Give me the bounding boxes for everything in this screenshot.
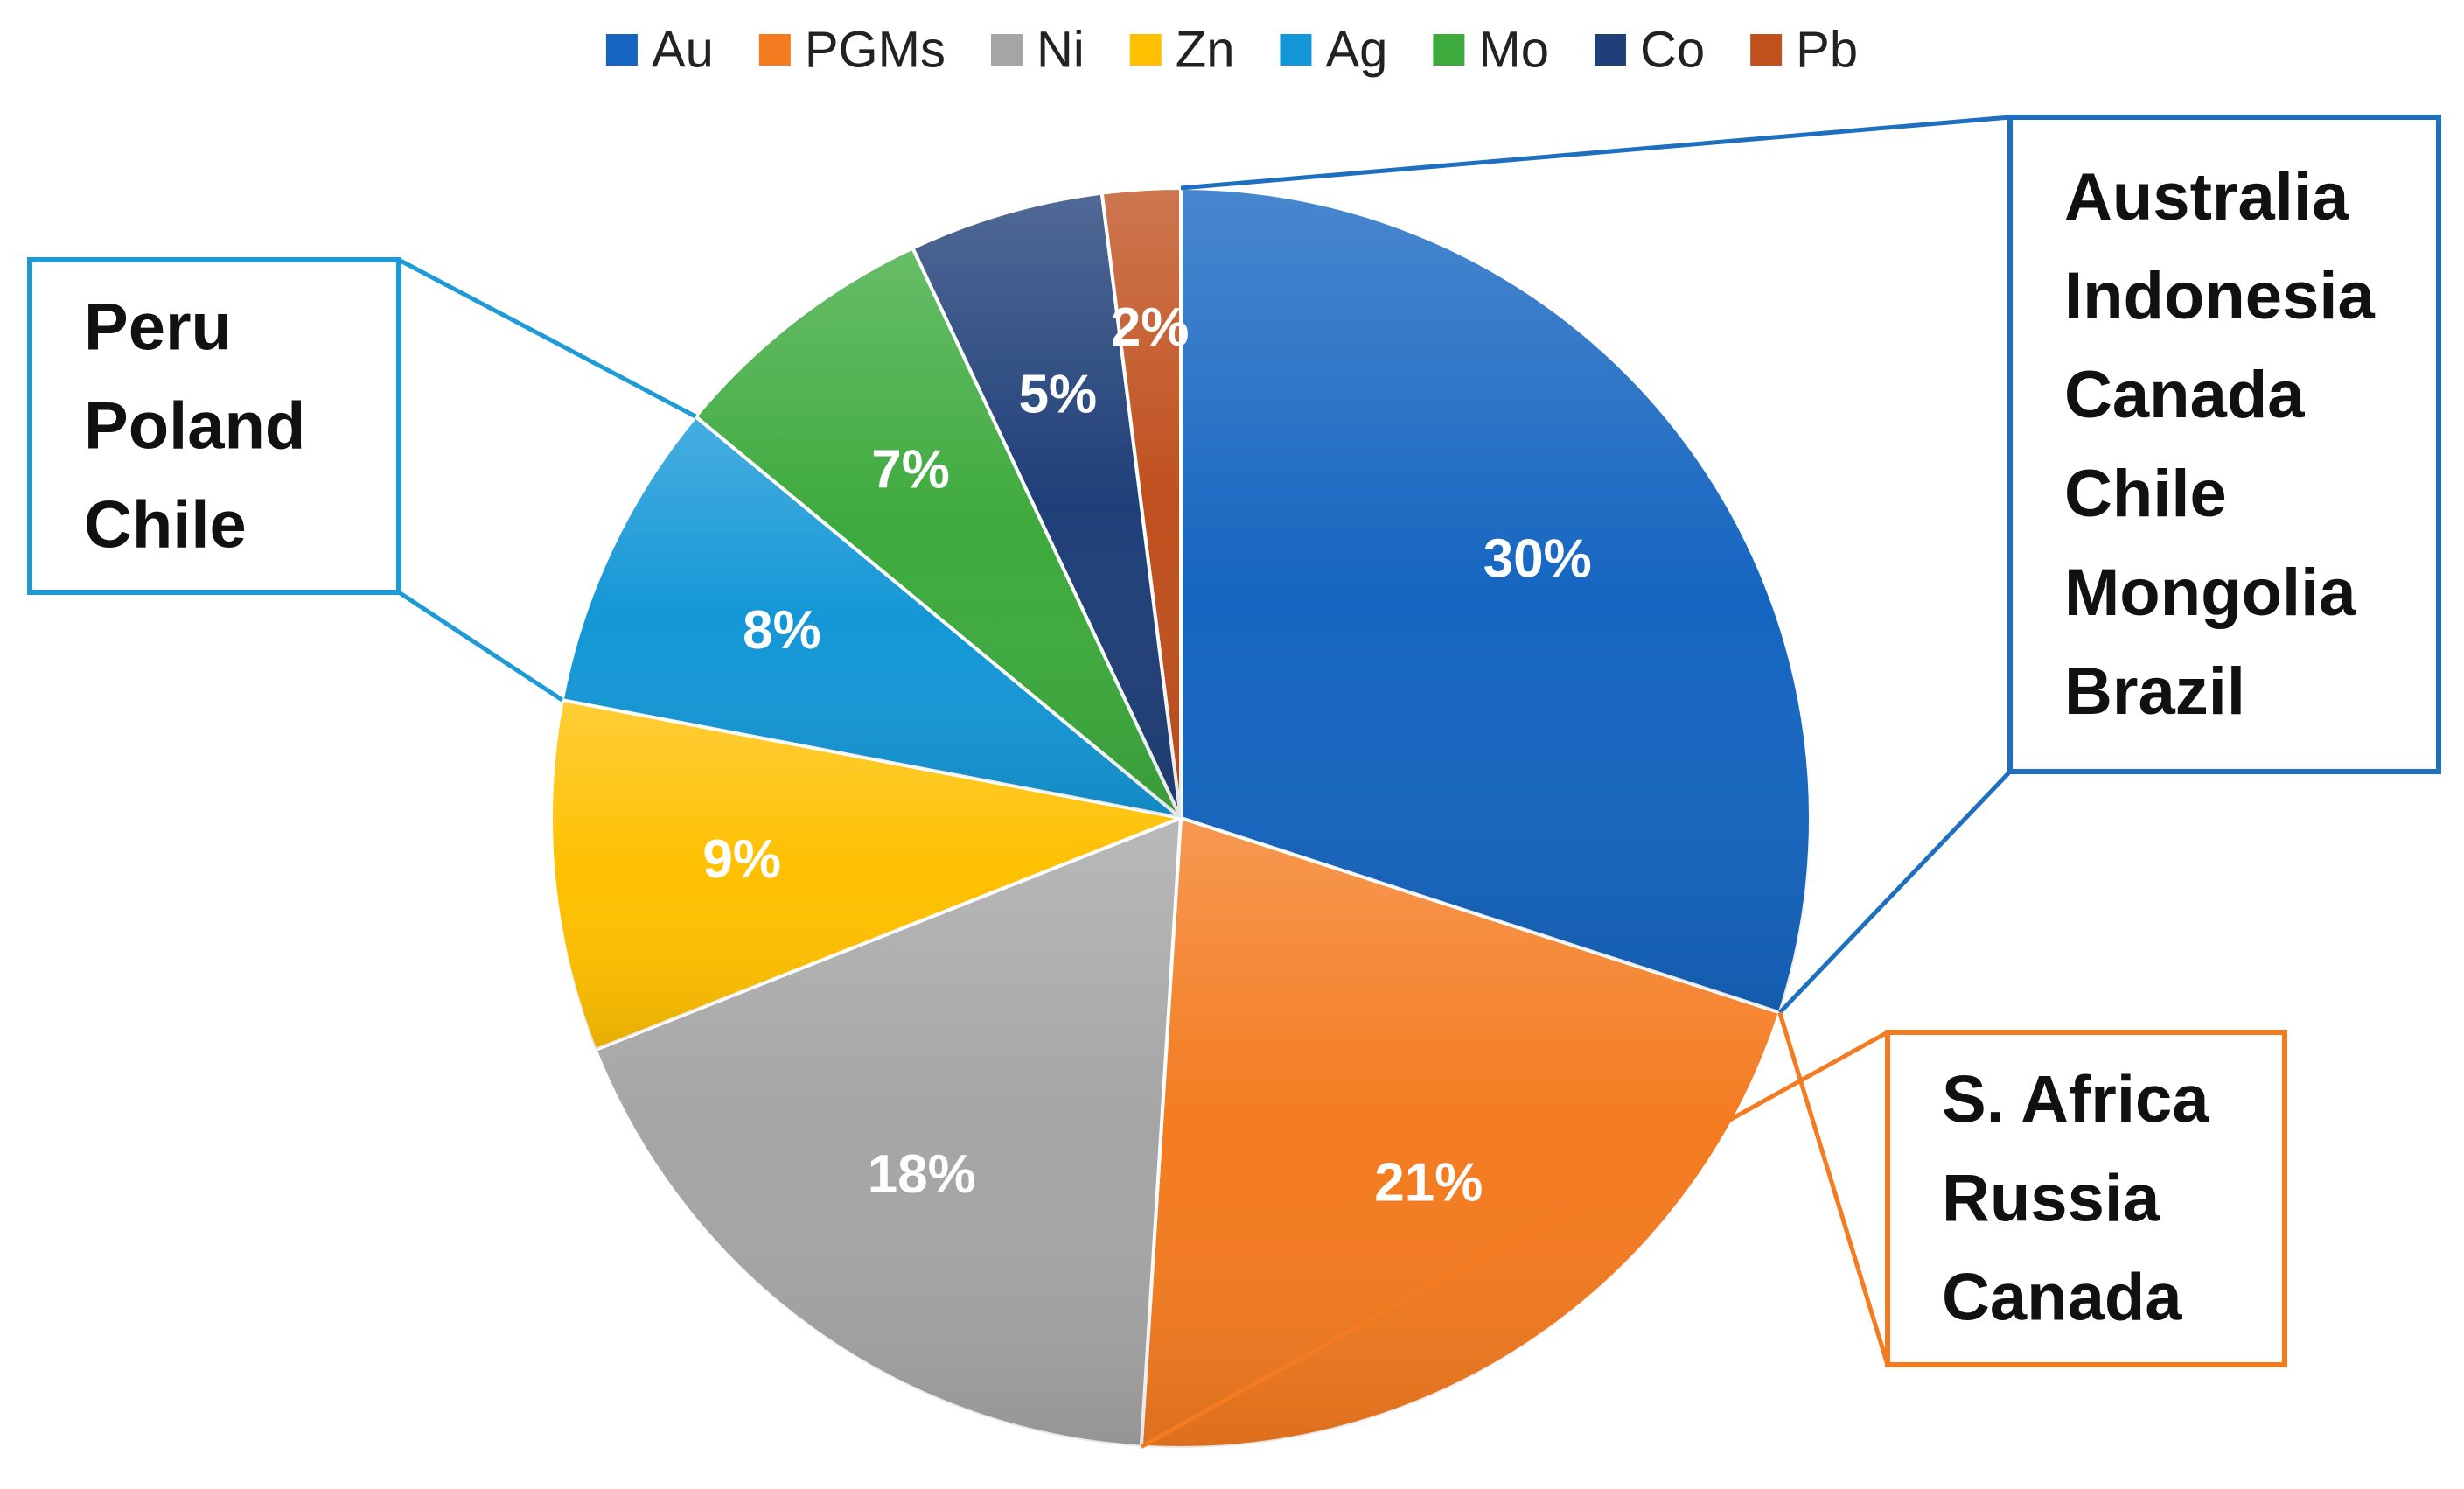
callout-country: Russia: [1942, 1162, 2160, 1236]
pie-label-au: 30%: [1483, 528, 1592, 589]
callout-pgms: S. Africa Russia Canada: [1140, 1011, 2287, 1449]
legend-item-ag: Ag: [1280, 22, 1387, 79]
legend-swatch-ag: [1280, 34, 1312, 66]
legend-swatch-au: [605, 34, 638, 66]
pie-label-pb: 2%: [1111, 297, 1190, 358]
pie-slice-shade-ag: [562, 416, 1181, 818]
legend-swatch-ni: [990, 34, 1023, 66]
callout-leader-ag: [397, 257, 697, 419]
legend-swatch-co: [1594, 34, 1626, 66]
legend-swatch-pb: [1750, 34, 1783, 66]
callout-leader-au: [1180, 115, 2011, 191]
callout-country: S. Africa: [1942, 1063, 2209, 1137]
legend-item-mo: Mo: [1433, 22, 1549, 79]
pie-label-ag: 8%: [743, 600, 821, 661]
pie-slice-shade-au: [1181, 188, 1811, 1013]
callout-country: Peru: [84, 290, 232, 365]
pie-label-mo: 7%: [871, 439, 950, 500]
legend-label-pgms: PGMs: [805, 22, 946, 79]
callout-box-pgms: [1885, 1030, 2287, 1367]
pie-slice-shade-zn: [550, 700, 1181, 1051]
callout-country: Indonesia: [2064, 259, 2375, 333]
pie-slice-shade-pb: [1101, 188, 1181, 818]
pie-slice-shade-co: [912, 192, 1181, 818]
legend-label-ag: Ag: [1325, 22, 1387, 79]
pie-label-co: 5%: [1019, 365, 1098, 425]
callout-box-ag: [27, 257, 401, 595]
pie-label-pgms: 21%: [1374, 1152, 1483, 1213]
callout-country: Canada: [2064, 358, 2305, 432]
pie-slice-shade-ni: [595, 818, 1181, 1447]
legend-swatch-pgms: [758, 34, 791, 66]
callout-ag: Peru Poland Chile: [27, 257, 697, 703]
callout-leader-pgms: [1140, 1030, 1889, 1449]
legend-item-zn: Zn: [1129, 22, 1235, 79]
legend-label-zn: Zn: [1176, 22, 1235, 79]
percent-labels: 30% 21% 18% 9% 8% 7% 5%2%: [702, 297, 1591, 1213]
legend-item-co: Co: [1594, 22, 1705, 79]
callout-leader-pgms: [1777, 1011, 1890, 1366]
legend-label-mo: Mo: [1478, 22, 1549, 79]
callout-country: Australia: [2064, 160, 2349, 234]
callouts: Australia Indonesia Canada Chile Mongolia Bra…: [27, 115, 2441, 1449]
pie-slice-shade-mo: [695, 248, 1181, 818]
legend-swatch-zn: [1129, 34, 1162, 66]
callout-leader-au: [1777, 770, 2012, 1015]
pie-shading: [550, 188, 1811, 1448]
legend-swatch-mo: [1433, 34, 1465, 66]
callout-country: Canada: [1942, 1261, 2182, 1335]
callout-country: Poland: [84, 389, 305, 464]
legend: Au PGMs Ni Zn Ag Mo Co Pb: [605, 22, 1858, 79]
legend-item-au: Au: [605, 22, 714, 79]
legend-label-au: Au: [652, 22, 714, 79]
pie-slice-shade-pgms: [1141, 818, 1780, 1448]
callout-leader-ag: [397, 590, 564, 703]
legend-item-pb: Pb: [1750, 22, 1858, 79]
callout-country: Chile: [84, 488, 247, 563]
callout-au: Australia Indonesia Canada Chile Mongolia Bra…: [1180, 115, 2441, 1015]
pie-label-zn: 9%: [702, 829, 781, 890]
legend-item-pgms: PGMs: [758, 22, 946, 79]
legend-item-ni: Ni: [990, 22, 1085, 79]
callout-country: Mongolia: [2064, 556, 2356, 630]
legend-label-ni: Ni: [1037, 22, 1085, 79]
callout-country: Brazil: [2064, 654, 2245, 729]
pie-label-ni: 18%: [868, 1144, 976, 1205]
callout-country: Chile: [2064, 457, 2227, 531]
callout-box-au: [2007, 115, 2441, 774]
legend-label-pb: Pb: [1796, 22, 1858, 79]
legend-label-co: Co: [1640, 22, 1705, 79]
